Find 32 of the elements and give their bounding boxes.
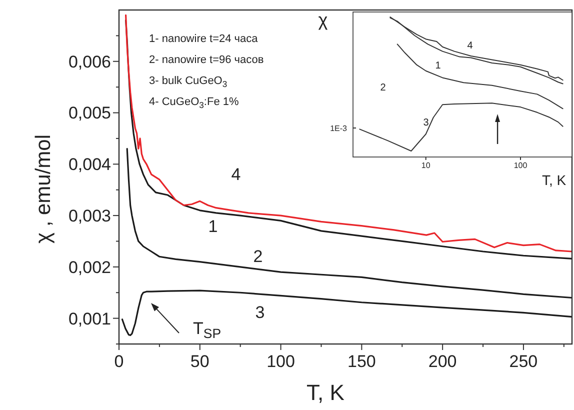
x-axis-title: T, K bbox=[542, 172, 567, 188]
y-axis-title: χ , emu/mol bbox=[32, 134, 55, 244]
x-tick-label: 50 bbox=[190, 352, 210, 371]
x-tick-label: 10 bbox=[421, 161, 431, 170]
x-tick-label: 100 bbox=[514, 161, 528, 170]
annotation: 3 bbox=[423, 118, 430, 128]
annotation: 1 bbox=[435, 60, 442, 72]
x-tick-label: 150 bbox=[347, 352, 376, 371]
annotation: 1E-3 bbox=[330, 124, 348, 133]
annotation: T$_{SP}$ bbox=[193, 319, 222, 341]
y-tick-label: 0,002 bbox=[68, 258, 111, 277]
annotation: 1 bbox=[208, 216, 218, 236]
annotation: 2 bbox=[253, 246, 263, 266]
x-tick-label: 0 bbox=[114, 352, 124, 371]
y-tick-label: 0,006 bbox=[68, 52, 111, 72]
annotation: 2 bbox=[380, 82, 386, 94]
x-tick-label: 100 bbox=[266, 352, 295, 371]
x-tick-label: 250 bbox=[509, 352, 538, 371]
x-tick-label: 200 bbox=[428, 352, 457, 371]
annotation: 3 bbox=[255, 302, 265, 322]
annotation: 4 bbox=[467, 40, 474, 52]
y-tick-label: 0,001 bbox=[68, 309, 111, 328]
annotation: 4 bbox=[231, 164, 241, 184]
annotation: 3- bulk CuGeO$_{3}$ bbox=[149, 75, 228, 89]
y-axis-title: χ bbox=[318, 10, 328, 30]
annotation: 2- nanowire t=96 часов bbox=[149, 54, 264, 66]
y-tick-label: 0,003 bbox=[68, 206, 111, 226]
annotation: 4- CuGeO$_{3}$:Fe 1% bbox=[149, 96, 239, 110]
x-axis-title: T, K bbox=[306, 380, 345, 405]
y-tick-label: 0,004 bbox=[68, 155, 111, 174]
y-tick-label: 0,005 bbox=[68, 104, 111, 123]
annotation: 1- nanowire t=24 часа bbox=[149, 33, 259, 45]
